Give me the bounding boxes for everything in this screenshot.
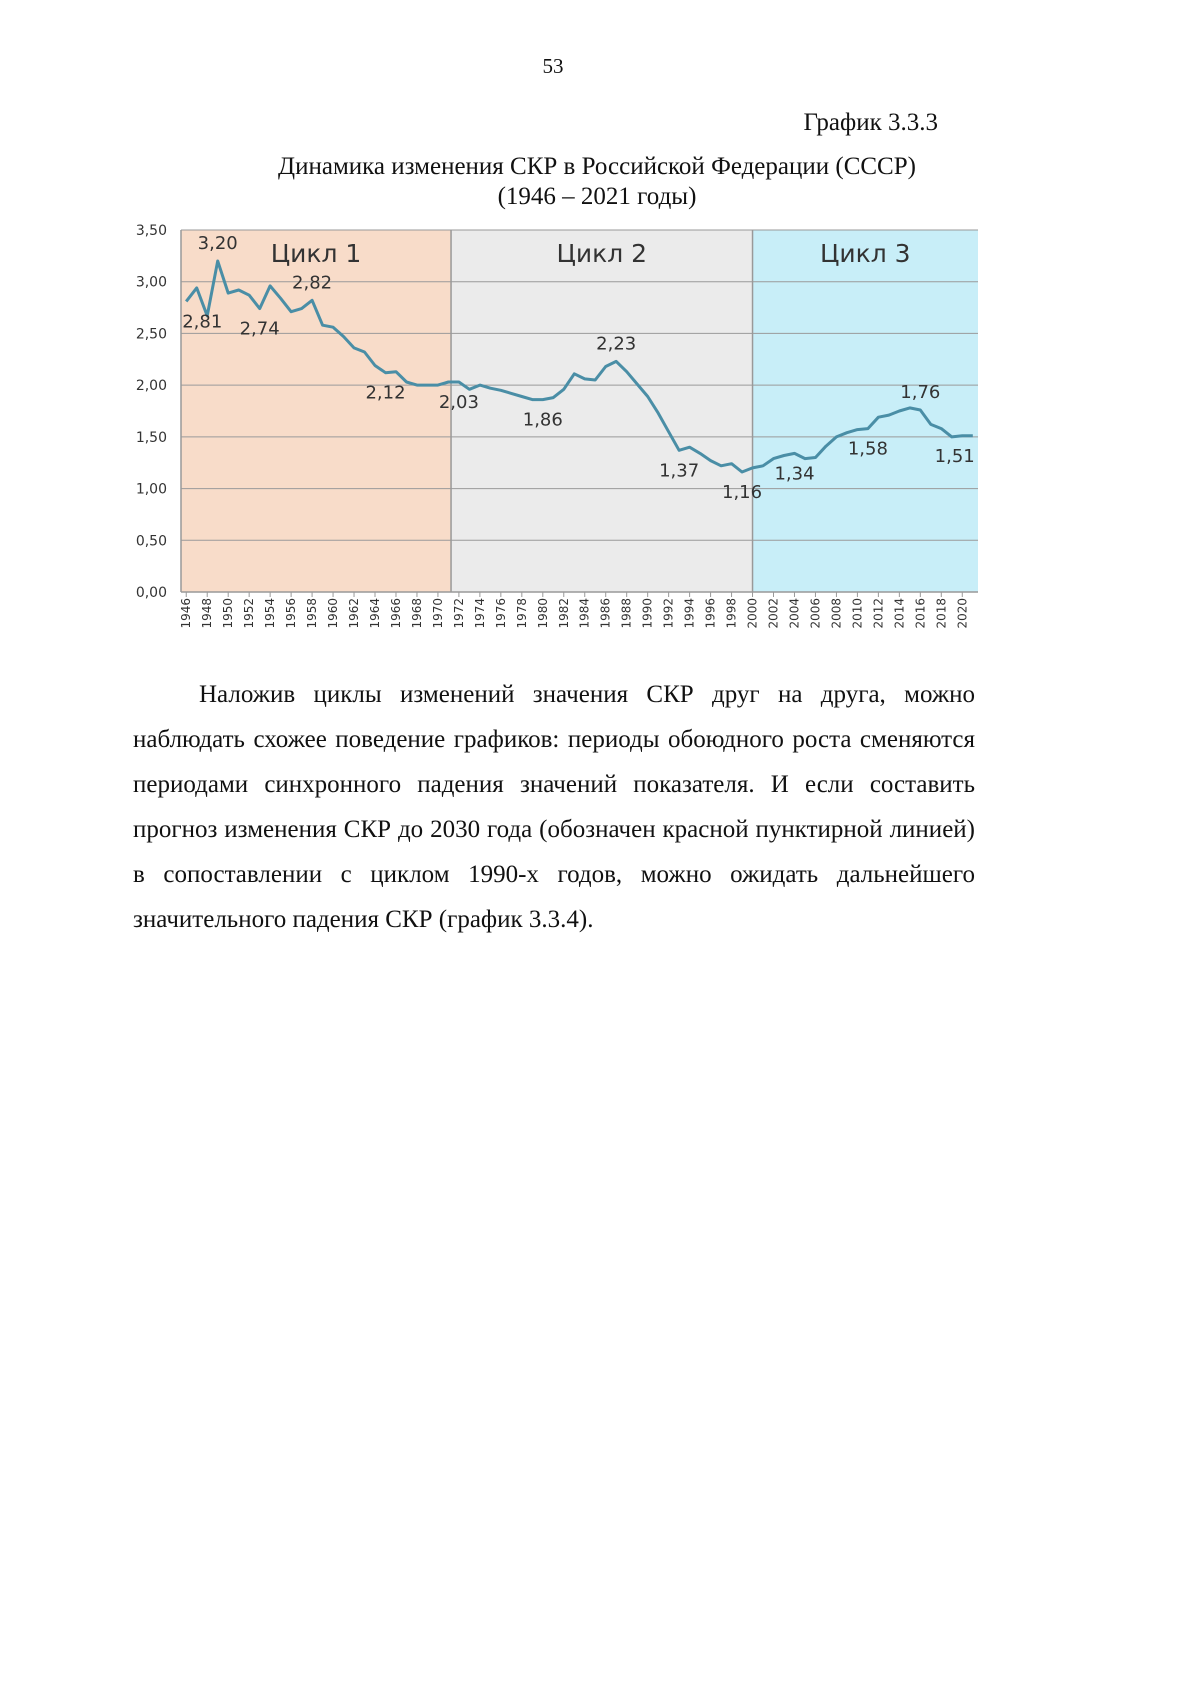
data-label: 2,03 bbox=[439, 392, 479, 413]
paragraph: Наложив циклы изменений значения СКР дру… bbox=[133, 681, 975, 933]
page-number: 53 bbox=[543, 54, 564, 78]
x-tick-label: 1976 bbox=[494, 598, 508, 629]
data-label: 3,20 bbox=[198, 233, 238, 254]
x-tick-label: 2006 bbox=[808, 598, 822, 629]
y-tick-label: 0,50 bbox=[136, 533, 167, 549]
x-tick-label: 2008 bbox=[829, 598, 843, 629]
x-tick-label: 2002 bbox=[767, 598, 781, 629]
data-label: 1,86 bbox=[523, 410, 563, 431]
x-tick-label: 1974 bbox=[473, 598, 487, 629]
x-tick-label: 1956 bbox=[284, 598, 298, 629]
cycle-label: Цикл 1 bbox=[271, 239, 362, 268]
x-tick-label: 1970 bbox=[431, 598, 445, 629]
x-tick-label: 1946 bbox=[179, 598, 193, 629]
x-tick-label: 1948 bbox=[200, 598, 214, 629]
x-tick-label: 1986 bbox=[599, 598, 613, 629]
x-tick-label: 1968 bbox=[410, 598, 424, 629]
x-tick-label: 1962 bbox=[347, 598, 361, 629]
y-tick-label: 1,00 bbox=[136, 482, 167, 498]
x-tick-label: 1996 bbox=[704, 598, 718, 629]
y-tick-label: 3,00 bbox=[136, 275, 167, 291]
data-label: 1,76 bbox=[900, 382, 940, 403]
cycle-label: Цикл 2 bbox=[556, 239, 647, 268]
x-tick-label: 1998 bbox=[725, 598, 739, 629]
x-tick-label: 2018 bbox=[934, 598, 948, 629]
x-tick-label: 1972 bbox=[452, 598, 466, 629]
chart-subtitle: (1946 – 2021 годы) bbox=[498, 183, 697, 210]
x-tick-label: 1978 bbox=[515, 598, 529, 629]
data-label: 1,34 bbox=[774, 463, 814, 484]
y-tick-label: 3,50 bbox=[136, 223, 167, 239]
data-label: 2,81 bbox=[182, 311, 222, 332]
x-tick-label: 1992 bbox=[662, 598, 676, 629]
data-label: 1,37 bbox=[659, 460, 699, 481]
x-tick-label: 1958 bbox=[305, 598, 319, 629]
x-tick-label: 1960 bbox=[326, 598, 340, 629]
y-tick-label: 1,50 bbox=[136, 430, 167, 446]
data-label: 1,51 bbox=[935, 446, 975, 467]
cycle-band bbox=[451, 230, 753, 592]
y-tick-label: 0,00 bbox=[136, 585, 167, 601]
x-tick-label: 1980 bbox=[536, 598, 550, 629]
x-tick-label: 1984 bbox=[578, 598, 592, 629]
x-tick-label: 2010 bbox=[850, 598, 864, 629]
cycle-band bbox=[752, 230, 978, 592]
x-tick-label: 1990 bbox=[641, 598, 655, 629]
x-tick-label: 1966 bbox=[389, 598, 403, 629]
data-label: 2,23 bbox=[596, 333, 636, 354]
x-tick-label: 1982 bbox=[557, 598, 571, 629]
x-tick-label: 1988 bbox=[620, 598, 634, 629]
chart-title: Динамика изменения СКР в Российской Феде… bbox=[278, 153, 916, 180]
y-tick-label: 2,50 bbox=[136, 326, 167, 342]
x-tick-label: 2000 bbox=[746, 598, 760, 629]
x-tick-label: 1964 bbox=[368, 598, 382, 629]
cycle-label: Цикл 3 bbox=[820, 239, 911, 268]
x-tick-label: 2016 bbox=[913, 598, 927, 629]
data-label: 1,58 bbox=[848, 439, 888, 460]
x-tick-label: 2014 bbox=[892, 598, 906, 629]
y-tick-label: 2,00 bbox=[136, 378, 167, 394]
data-label: 2,12 bbox=[365, 383, 405, 404]
data-label: 2,74 bbox=[240, 319, 280, 340]
data-line bbox=[185, 259, 973, 474]
x-tick-label: 1994 bbox=[683, 598, 697, 629]
x-tick-label: 2012 bbox=[871, 598, 885, 629]
caption: График 3.3.3 bbox=[804, 109, 938, 136]
x-tick-label: 2020 bbox=[955, 598, 969, 629]
data-label: 1,16 bbox=[722, 482, 762, 503]
x-tick-label: 2004 bbox=[787, 598, 801, 629]
x-tick-label: 1952 bbox=[242, 598, 256, 629]
x-tick-label: 1954 bbox=[263, 598, 277, 629]
data-label: 2,82 bbox=[292, 272, 332, 293]
x-tick-label: 1950 bbox=[221, 598, 235, 629]
